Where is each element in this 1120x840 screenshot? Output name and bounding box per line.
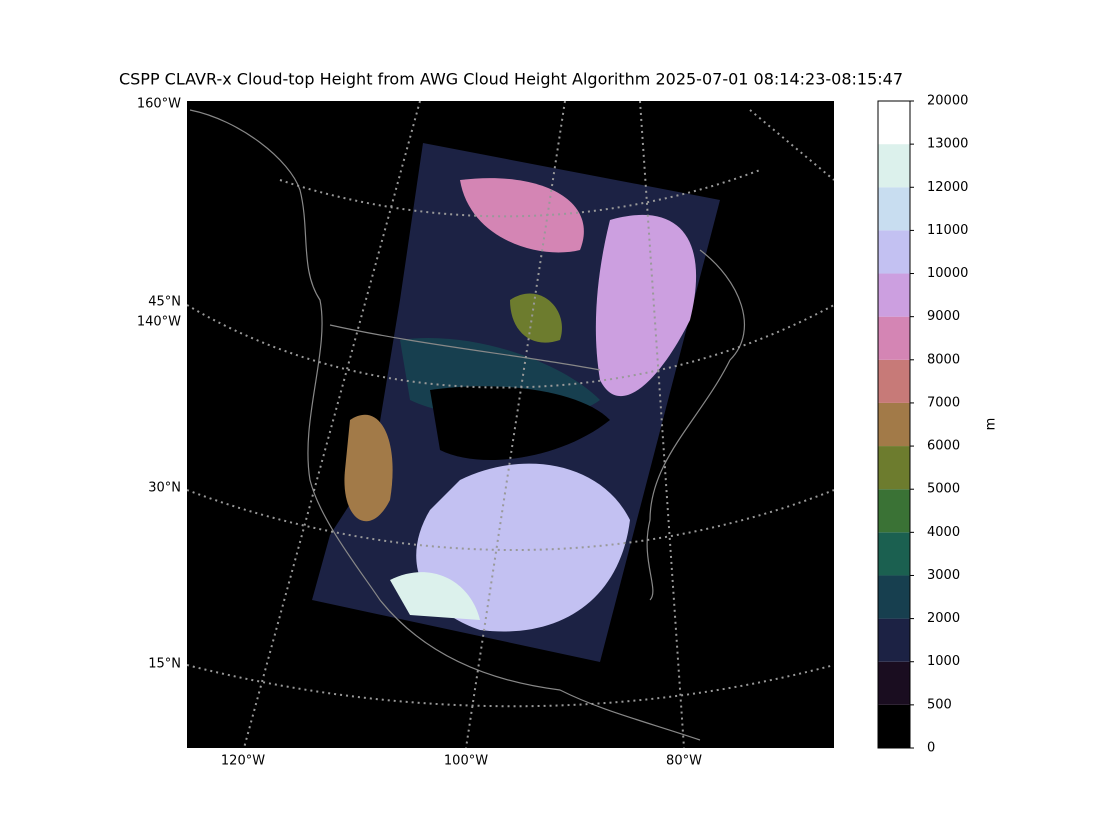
map-label: 160°W <box>137 97 181 112</box>
colorbar-tick-label: 20000 <box>927 94 968 109</box>
map-label: 45°N <box>148 295 181 310</box>
colorbar-box <box>878 316 910 360</box>
colorbar-tick-label: 10000 <box>927 266 968 281</box>
cloud <box>460 178 584 253</box>
colorbar-tick-label: 7000 <box>927 395 960 410</box>
colorbar-box <box>878 101 910 145</box>
coastline <box>189 109 701 741</box>
title: CSPP CLAVR-x Cloud-top Height from AWG C… <box>119 70 903 89</box>
graticule <box>187 304 834 389</box>
cloud <box>344 414 393 522</box>
coastline <box>646 249 745 601</box>
colorbar-box <box>878 575 910 619</box>
colorbar-box <box>878 661 910 705</box>
graticule <box>279 169 761 218</box>
graticule <box>187 664 834 708</box>
colorbar-tick-label: 4000 <box>927 525 960 540</box>
graticule <box>749 109 834 181</box>
colorbar-box <box>878 402 910 447</box>
graticule <box>187 489 834 551</box>
colorbar-box <box>878 359 910 403</box>
colorbar-tick-label: 1000 <box>927 654 960 669</box>
colorbar-tick-label: 8000 <box>927 352 960 367</box>
map-label: 100°W <box>444 754 488 769</box>
cloud <box>416 463 630 632</box>
colorbar-tick-label: 5000 <box>927 482 960 497</box>
cloud <box>595 214 697 397</box>
cloud <box>390 572 480 620</box>
colorbar-box <box>878 230 910 274</box>
map-label: 80°W <box>666 754 702 769</box>
graticule <box>465 101 566 748</box>
graticule <box>243 101 421 748</box>
colorbar-tick-label: 2000 <box>927 611 960 626</box>
colorbar-box <box>878 532 910 576</box>
colorbar-box <box>878 446 910 490</box>
colorbar-tick-label: 13000 <box>927 137 968 152</box>
colorbar-box <box>878 489 910 533</box>
colorbar-box <box>878 187 910 231</box>
map <box>187 101 834 748</box>
map-label: 15°N <box>148 657 181 672</box>
colorbar-tick-label: 0 <box>927 741 935 756</box>
clear-area <box>430 386 610 460</box>
colorbar-tick-label: 6000 <box>927 439 960 454</box>
colorbar-tick-label: 3000 <box>927 568 960 583</box>
colorbar-label: m <box>984 418 999 431</box>
map-label: 140°W <box>137 315 181 330</box>
cloud <box>510 293 562 343</box>
colorbar-box <box>878 618 910 662</box>
map-label: 120°W <box>221 754 265 769</box>
map-label: 30°N <box>148 481 181 496</box>
colorbar-tick-label: 11000 <box>927 223 968 238</box>
colorbar-box <box>878 144 910 188</box>
colorbar-box <box>878 273 910 317</box>
colorbar-tick-label: 12000 <box>927 180 968 195</box>
colorbar-tick-label: 500 <box>927 697 952 712</box>
graticule <box>639 101 685 748</box>
colorbar-box <box>878 704 910 748</box>
border <box>329 324 601 371</box>
colorbar-frame <box>877 100 911 749</box>
colorbar-tick-label: 9000 <box>927 309 960 324</box>
